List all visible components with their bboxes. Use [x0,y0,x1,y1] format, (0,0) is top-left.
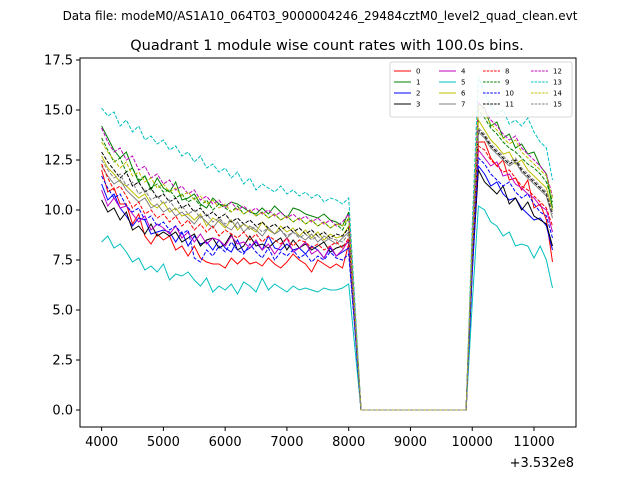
legend-label-12: 12 [553,68,562,76]
figure-suptitle: Data file: modeM0/AS1A10_064T03_90000042… [63,9,578,23]
y-tick-label: 2.5 [52,354,73,369]
legend-label-2: 2 [416,90,420,98]
x-tick-label: 5000 [147,435,180,450]
legend-label-14: 14 [553,90,562,98]
legend-label-5: 5 [461,79,465,87]
series-line-8 [101,145,553,411]
y-tick-label: 17.5 [44,54,73,69]
x-tick-label: 10000 [452,435,493,450]
chart-title: Quadrant 1 module wise count rates with … [130,38,524,54]
series-line-10 [101,156,553,411]
legend-label-0: 0 [416,68,420,76]
legend-label-4: 4 [461,68,466,76]
plot-area-frame [79,57,577,428]
x-axis-offset-label: +3.532e8 [510,456,574,471]
legend-box [389,61,573,118]
y-tick-label: 0.0 [52,404,73,419]
legend-label-1: 1 [416,79,420,87]
series-line-11 [101,128,553,411]
legend-label-10: 10 [505,90,514,98]
y-tick-label: 12.5 [44,154,73,169]
series-line-14 [101,104,553,411]
legend-label-13: 13 [553,79,562,87]
legend-label-9: 9 [505,79,509,87]
y-tick-label: 7.5 [52,254,73,269]
series-line-2 [101,164,553,411]
series-line-5 [101,205,553,411]
legend-label-7: 7 [461,101,465,109]
series-line-15 [101,126,553,411]
series-line-13 [101,75,553,411]
x-tick-label: 8000 [332,435,365,450]
series-line-9 [101,108,553,411]
x-tick-label: 7000 [270,435,303,450]
legend-label-6: 6 [461,90,466,98]
y-tick-label: 15.0 [44,104,73,119]
x-tick-label: 4000 [85,435,118,450]
x-tick-label: 6000 [209,435,242,450]
series-line-6 [101,118,553,411]
legend-label-3: 3 [416,101,420,109]
series-line-12 [101,100,553,411]
y-tick-label: 5.0 [52,304,73,319]
legend-label-11: 11 [505,101,514,109]
legend-label-8: 8 [505,68,509,76]
x-tick-label: 11000 [513,435,554,450]
y-tick-label: 10.0 [44,204,73,219]
series-line-3 [101,168,553,411]
x-tick-label: 9000 [394,435,427,450]
x-axis: 4000 5000 6000 7000 8000 9000 10000 11000 [85,427,555,450]
legend-label-15: 15 [553,101,562,109]
series-layer [101,75,553,411]
y-axis: 0.0 2.5 5.0 7.5 10.0 12.5 15.0 17.5 [44,54,80,419]
